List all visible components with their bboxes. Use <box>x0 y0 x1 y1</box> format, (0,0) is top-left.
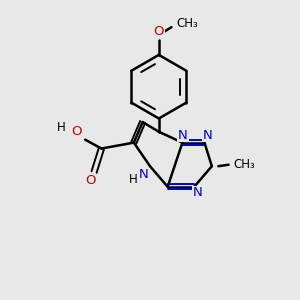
Text: O: O <box>85 174 96 187</box>
Text: H: H <box>57 122 66 134</box>
Text: CH₃: CH₃ <box>176 17 198 30</box>
Text: N: N <box>178 129 188 142</box>
Text: N: N <box>139 168 148 181</box>
Text: CH₃: CH₃ <box>233 158 255 171</box>
Text: O: O <box>154 26 164 38</box>
Text: N: N <box>203 129 213 142</box>
Text: H: H <box>128 173 137 186</box>
Text: N: N <box>193 186 202 199</box>
Text: O: O <box>71 125 82 138</box>
